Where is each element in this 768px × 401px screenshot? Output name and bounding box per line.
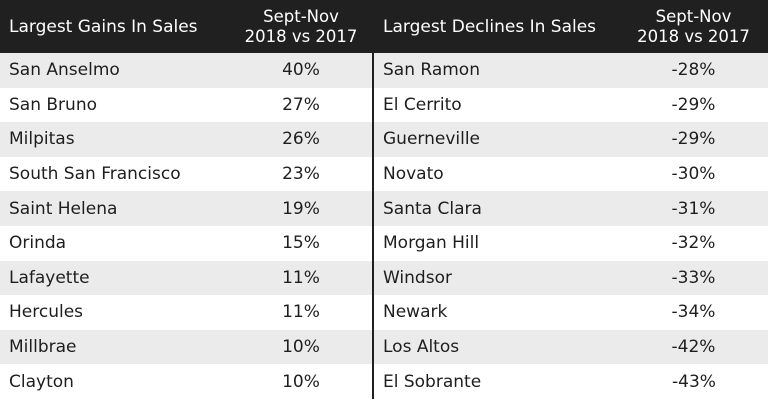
gains-city: Orinda [9, 233, 67, 254]
declines-change: -29% [671, 94, 716, 115]
table-row: Saint Helena 19% [0, 191, 372, 226]
gains-city: South San Francisco [9, 164, 181, 185]
table-row: South San Francisco 23% [0, 157, 372, 192]
declines-change: -42% [619, 329, 768, 365]
declines-city: Santa Clara [373, 191, 619, 226]
table-row: Orinda 15% [0, 226, 372, 261]
declines-city: Novato [383, 164, 444, 185]
gains-city: Lafayette [0, 260, 230, 296]
declines-header-name: Largest Declines In Sales [373, 0, 619, 53]
gains-city: Millbrae [0, 329, 230, 365]
gains-header-period: Sept-Nov 2018 vs 2017 [230, 0, 372, 53]
table-row: Lafayette 11% [0, 260, 372, 296]
declines-city: Windsor [373, 260, 619, 296]
gains-city: Clayton [9, 371, 74, 392]
declines-header-row: Largest Declines In Sales Sept-Nov 2018 … [373, 0, 768, 53]
table-row: Windsor -33% [373, 260, 768, 296]
declines-change: -43% [672, 371, 716, 392]
declines-city: Guerneville [373, 122, 619, 157]
gains-city: San Bruno [9, 94, 97, 115]
table-row: San Anselmo 40% [0, 53, 372, 88]
table-row: Guerneville -29% [373, 122, 768, 157]
gains-header-name: Largest Gains In Sales [0, 0, 230, 53]
gains-header-period-line1: Sept-Nov [263, 6, 339, 26]
declines-header-period-line1: Sept-Nov [655, 6, 732, 26]
table-row: Los Altos -42% [373, 329, 768, 365]
gains-header-period-line2: 2018 vs 2017 [244, 26, 358, 46]
declines-change: -31% [619, 191, 768, 226]
declines-change: -33% [619, 260, 768, 296]
table-row: Milpitas 26% [0, 122, 372, 157]
table-row: El Sobrante -43% [373, 364, 768, 399]
declines-table: Largest Declines In Sales Sept-Nov 2018 … [372, 0, 768, 399]
table-row: Millbrae 10% [0, 329, 372, 365]
gains-change: 19% [230, 191, 372, 226]
table-row: Clayton 10% [0, 364, 372, 399]
gains-change: 11% [282, 302, 320, 323]
declines-city: San Ramon [373, 53, 619, 88]
table-row: Newark -34% [373, 295, 768, 330]
table-row: San Ramon -28% [373, 53, 768, 88]
gains-change: 10% [282, 371, 320, 392]
gains-change: 40% [230, 53, 372, 88]
declines-city: Morgan Hill [383, 233, 480, 254]
table-row: Morgan Hill -32% [373, 226, 768, 261]
gains-table: Largest Gains In Sales Sept-Nov 2018 vs … [0, 0, 372, 399]
gains-city: Milpitas [0, 122, 230, 157]
declines-city: Los Altos [373, 329, 619, 365]
table-row: El Cerrito -29% [373, 88, 768, 123]
declines-change: -29% [619, 122, 768, 157]
gains-header-row: Largest Gains In Sales Sept-Nov 2018 vs … [0, 0, 372, 53]
gains-change: 23% [282, 164, 320, 185]
table-row: Santa Clara -31% [373, 191, 768, 226]
declines-city: El Sobrante [383, 371, 482, 392]
declines-change: -34% [671, 302, 716, 323]
declines-header-period: Sept-Nov 2018 vs 2017 [619, 0, 768, 53]
table-row: San Bruno 27% [0, 88, 372, 123]
gains-change: 10% [230, 329, 372, 365]
table-row: Hercules 11% [0, 295, 372, 330]
gains-change: 15% [282, 233, 320, 254]
gains-city: San Anselmo [0, 53, 230, 88]
table-row: Novato -30% [373, 157, 768, 192]
declines-change: -30% [671, 164, 716, 185]
declines-city: Newark [383, 302, 448, 323]
gains-change: 27% [282, 94, 320, 115]
gains-city: Hercules [9, 302, 84, 323]
gains-city: Saint Helena [0, 191, 230, 226]
declines-header-period-line2: 2018 vs 2017 [637, 26, 750, 46]
gains-change: 26% [230, 122, 372, 157]
declines-city: El Cerrito [383, 94, 462, 115]
gains-change: 11% [230, 260, 372, 296]
declines-change: -28% [619, 53, 768, 88]
declines-change: -32% [671, 233, 716, 254]
